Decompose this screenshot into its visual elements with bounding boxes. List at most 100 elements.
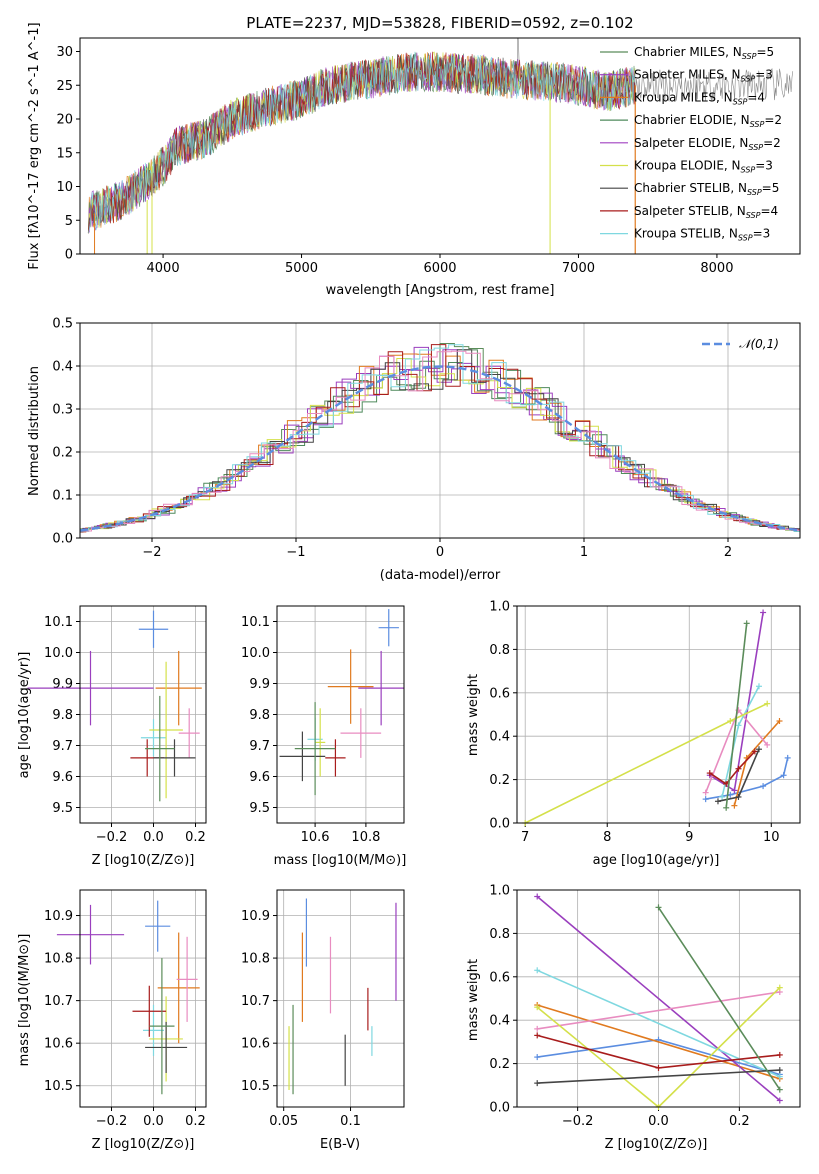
y-tick-label: 0.8	[489, 643, 510, 658]
y-tick-label: 0.5	[52, 317, 73, 332]
y-tick-label: 0.6	[489, 686, 510, 701]
model-spectrum	[87, 52, 636, 234]
y-tick-label: 0.4	[489, 1014, 510, 1029]
x-tick-label: 8	[603, 830, 611, 845]
legend-entry: Kroupa STELIB, NSSP=3	[634, 227, 770, 243]
ebv-mass-panel: 0.05 0.1 10.5 10.6 10.7 10.8 10.9	[241, 889, 405, 1129]
axes-frame	[79, 37, 801, 255]
spectrum-lines	[87, 38, 794, 254]
y-tick-label: 0.8	[489, 927, 510, 942]
spectrum-xlabel: wavelength [Angstrom, rest frame]	[326, 283, 555, 298]
x-tick-label: 1	[580, 545, 588, 560]
y-tick-label: 1.0	[489, 884, 510, 899]
x-tick-label: 10.6	[301, 830, 330, 845]
y-tick-label: 0.0	[489, 1101, 510, 1116]
mass-weight-series	[537, 991, 780, 1030]
x-tick-label: −0.2	[96, 1114, 128, 1129]
y-tick-label: 9.5	[249, 801, 270, 816]
z-mw-xlabel: Z [log10(Z/Z⊙)]	[605, 1137, 708, 1152]
y-tick-label: 9.7	[249, 739, 270, 754]
axes-frame	[79, 605, 207, 824]
age-mw-ylabel: mass weight	[466, 674, 481, 756]
y-tick-label: 10.5	[241, 1079, 270, 1094]
spectrum-ylabel: Flux [fλ10^-17 erg cm^-2 s^-1 A^-1]	[27, 22, 42, 269]
axes-frame	[276, 605, 405, 824]
y-tick-label: 10.6	[241, 1037, 270, 1052]
y-tick-label: 10.7	[44, 994, 73, 1009]
x-tick-label: 8000	[700, 261, 733, 276]
mass-weight-series	[537, 1069, 780, 1084]
legend-entry: Chabrier STELIB, NSSP=5	[634, 181, 779, 197]
y-tick-label: 0.3	[52, 403, 73, 418]
axes-frame	[79, 889, 207, 1108]
mass-weight-series	[657, 906, 781, 1091]
y-tick-label: 9.6	[249, 770, 270, 785]
x-tick-label: −1	[286, 545, 305, 560]
y-tick-label: 0.1	[52, 489, 73, 504]
y-tick-label: 10.7	[241, 994, 270, 1009]
x-tick-label: 4000	[147, 261, 180, 276]
y-tick-label: 0	[65, 248, 73, 263]
mass-weight-series	[717, 748, 760, 803]
x-tick-label: 7	[521, 830, 529, 845]
histogram-ylabel: Normed distribution	[27, 366, 42, 496]
z-mass-ylabel: mass [log10(M/M⊙)]	[17, 934, 32, 1067]
x-tick-label: 0	[436, 545, 444, 560]
y-tick-label: 25	[56, 79, 73, 94]
x-tick-label: −2	[142, 545, 161, 560]
legend-entry: Salpeter ELODIE, NSSP=2	[634, 136, 781, 152]
z-mw-ylabel: mass weight	[466, 959, 481, 1041]
y-tick-label: 10.1	[44, 615, 73, 630]
z-age-ylabel: age [log10(age/yr)]	[17, 652, 32, 779]
z-age-xlabel: Z [log10(Z/Z⊙)]	[92, 853, 195, 868]
ebv-mass-xlabel: E(B-V)	[320, 1137, 360, 1152]
y-tick-label: 10.8	[44, 952, 73, 967]
legend-entry: Kroupa MILES, NSSP=4	[634, 90, 765, 106]
y-tick-label: 9.9	[52, 677, 73, 692]
y-tick-label: 0.2	[489, 1057, 510, 1072]
x-tick-label: 10.8	[351, 830, 380, 845]
z-mass-xlabel: Z [log10(Z/Z⊙)]	[92, 1137, 195, 1152]
y-tick-label: 10.9	[44, 909, 73, 924]
legend-entry: Salpeter MILES, NSSP=3	[634, 68, 773, 84]
legend-entry: Salpeter STELIB, NSSP=4	[634, 204, 778, 220]
chart-title: PLATE=2237, MJD=53828, FIBERID=0592, z=0…	[246, 14, 633, 32]
z-age-panel: −0.2 0.0 0.2 9.5 9.6 9.7 9.8 9.9 10.0 10.1	[27, 605, 207, 845]
y-tick-label: 10.1	[241, 615, 270, 630]
y-tick-label: 0.4	[52, 360, 73, 375]
x-tick-label: −0.2	[562, 1114, 594, 1129]
y-tick-label: 10.6	[44, 1037, 73, 1052]
x-tick-label: 6000	[423, 261, 456, 276]
x-tick-label: 10	[763, 830, 780, 845]
axes-frame	[516, 889, 801, 1108]
z-massweight-panel: −0.2 0.0 0.2 0.0 0.2 0.4 0.6 0.8 1.0	[489, 884, 801, 1129]
histogram-series	[80, 355, 800, 532]
axes-frame	[79, 322, 801, 539]
legend-entry: Kroupa ELODIE, NSSP=3	[634, 159, 773, 175]
y-tick-label: 0.2	[52, 446, 73, 461]
x-tick-label: 2	[724, 545, 732, 560]
axes-frame	[516, 605, 801, 824]
x-tick-label: 0.0	[143, 1114, 164, 1129]
z-mass-panel: −0.2 0.0 0.2 10.5 10.6 10.7 10.8 10.9	[44, 889, 207, 1129]
histogram-xlabel: (data-model)/error	[380, 568, 501, 583]
legend-entry: Chabrier MILES, NSSP=5	[634, 45, 774, 61]
legend-entry: Chabrier ELODIE, NSSP=2	[634, 113, 782, 129]
axes-frame	[276, 889, 405, 1108]
model-spectrum	[87, 51, 636, 234]
y-tick-label: 9.8	[52, 708, 73, 723]
mass-age-xlabel: mass [log10(M/M⊙)]	[274, 853, 407, 868]
x-tick-label: 0.0	[648, 1114, 669, 1129]
x-tick-label: 0.2	[185, 1114, 206, 1129]
residual-histogram-panel: −2 −1 0 1 2 0.0 0.1 0.2 0.3 0.4 0.5 𝒩(0,1)	[52, 317, 801, 560]
y-tick-label: 9.8	[249, 708, 270, 723]
y-tick-label: 10.0	[241, 646, 270, 661]
y-tick-label: 10.0	[44, 646, 73, 661]
age-mw-xlabel: age [log10(age/yr)]	[593, 853, 720, 868]
y-tick-label: 0.0	[489, 817, 510, 832]
x-tick-label: 9	[685, 830, 693, 845]
x-tick-label: 0.2	[729, 1114, 750, 1129]
histogram-series	[80, 344, 800, 533]
y-tick-label: 30	[56, 45, 73, 60]
